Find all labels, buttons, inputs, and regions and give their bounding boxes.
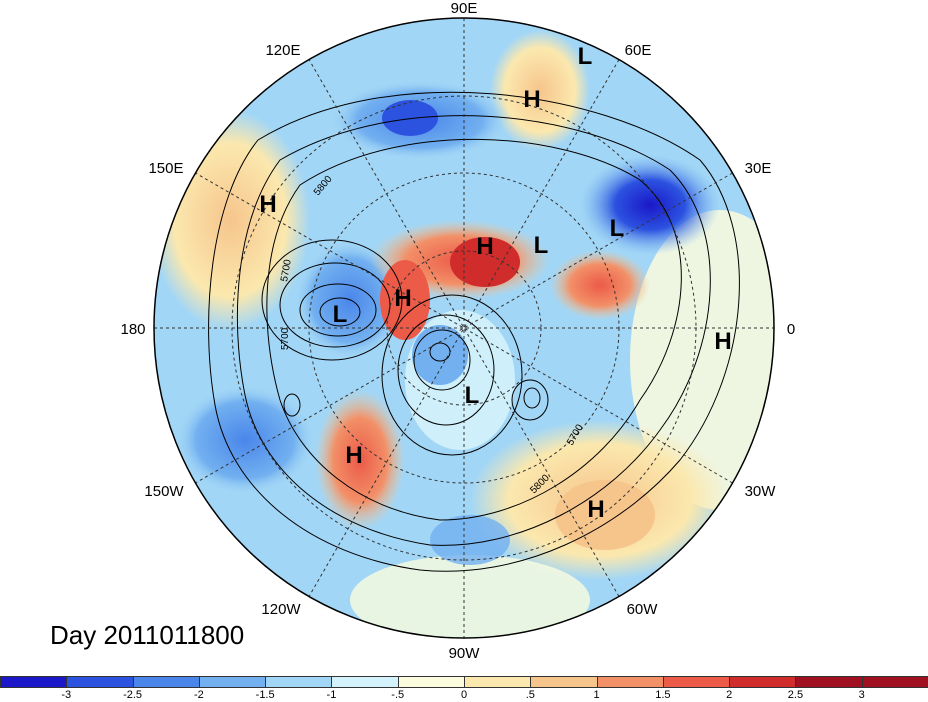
- colorbar-box: [331, 676, 399, 688]
- map-title: Day 2011011800: [50, 620, 245, 650]
- high-pressure-marker: H: [587, 496, 604, 523]
- colorbar-tick-label: 2: [726, 689, 733, 701]
- colorbar-box: [662, 676, 731, 688]
- colorbar-box: [397, 676, 465, 688]
- map-boundary: [153, 17, 775, 639]
- colorbar-tick-label: -.5: [391, 689, 405, 701]
- low-pressure-marker: L: [534, 232, 549, 259]
- colorbar-box: [464, 676, 532, 688]
- colorbar-tick-label: 1: [593, 689, 600, 701]
- colorbar-tick-label: 1.5: [655, 689, 671, 701]
- polar-map: 90E 60E 30E 0 30W 60W 90W 120W 150W 180 …: [120, 0, 795, 662]
- colorbar-tick-label: .5: [525, 689, 535, 701]
- lon-label-0: 0: [787, 321, 795, 338]
- low-pressure-marker: L: [333, 301, 348, 328]
- lon-label-30w: 30W: [745, 483, 777, 500]
- low-pressure-marker: L: [578, 43, 593, 70]
- colorbar-tick-label: -1: [326, 689, 337, 701]
- colorbar: -3 -2.5 -2 -1.5 -1 -.5 0 .5 1 1.5 2 2.5 3: [0, 676, 928, 702]
- pressure-systems: L H H L L H H L H H L H: [259, 43, 731, 523]
- lon-label-30e: 30E: [745, 160, 772, 177]
- low-pressure-marker: L: [610, 215, 625, 242]
- high-pressure-marker: H: [345, 442, 362, 469]
- colorbar-box: [596, 676, 664, 688]
- contour-label: 5700: [280, 327, 291, 350]
- colorbar-tick-label: 3: [858, 689, 865, 701]
- colorbar-box: [66, 676, 134, 688]
- colorbar-box: [198, 676, 267, 688]
- longitude-labels: 90E 60E 30E 0 30W 60W 90W 120W 150W 180 …: [120, 0, 795, 662]
- lon-label-60w: 60W: [627, 601, 659, 618]
- colorbar-box: [265, 676, 333, 688]
- colorbar-tick-label: -2.5: [123, 689, 143, 701]
- high-pressure-marker: H: [259, 191, 276, 218]
- colorbar-tick-label: -2: [193, 689, 204, 701]
- colorbar-box: [530, 676, 598, 688]
- high-pressure-marker: H: [476, 233, 493, 260]
- colorbar-box: [861, 676, 928, 688]
- lon-label-180: 180: [120, 321, 145, 338]
- high-pressure-marker: H: [394, 285, 411, 312]
- colorbar-box: [0, 676, 68, 688]
- high-pressure-marker: H: [714, 328, 731, 355]
- lon-label-150e: 150E: [148, 160, 183, 177]
- graticule: [154, 18, 774, 638]
- colorbar-tick-label: -3: [61, 689, 72, 701]
- lon-label-120e: 120E: [265, 42, 300, 59]
- high-pressure-marker: H: [523, 86, 540, 113]
- colorbar-tick-label: -1.5: [255, 689, 275, 701]
- contour-label: 5700: [279, 258, 294, 282]
- colorbar-tick-label: 0: [460, 689, 468, 701]
- colorbar-box: [132, 676, 200, 688]
- colorbar-box: [729, 676, 797, 688]
- colorbar-box: [795, 676, 863, 688]
- lon-label-120w: 120W: [261, 601, 301, 618]
- lon-label-150w: 150W: [144, 483, 184, 500]
- low-pressure-marker: L: [465, 382, 480, 409]
- lon-label-90e: 90E: [451, 0, 478, 17]
- lon-label-60e: 60E: [625, 42, 652, 59]
- colorbar-tick-label: 2.5: [787, 689, 804, 701]
- lon-label-90w: 90W: [449, 645, 481, 662]
